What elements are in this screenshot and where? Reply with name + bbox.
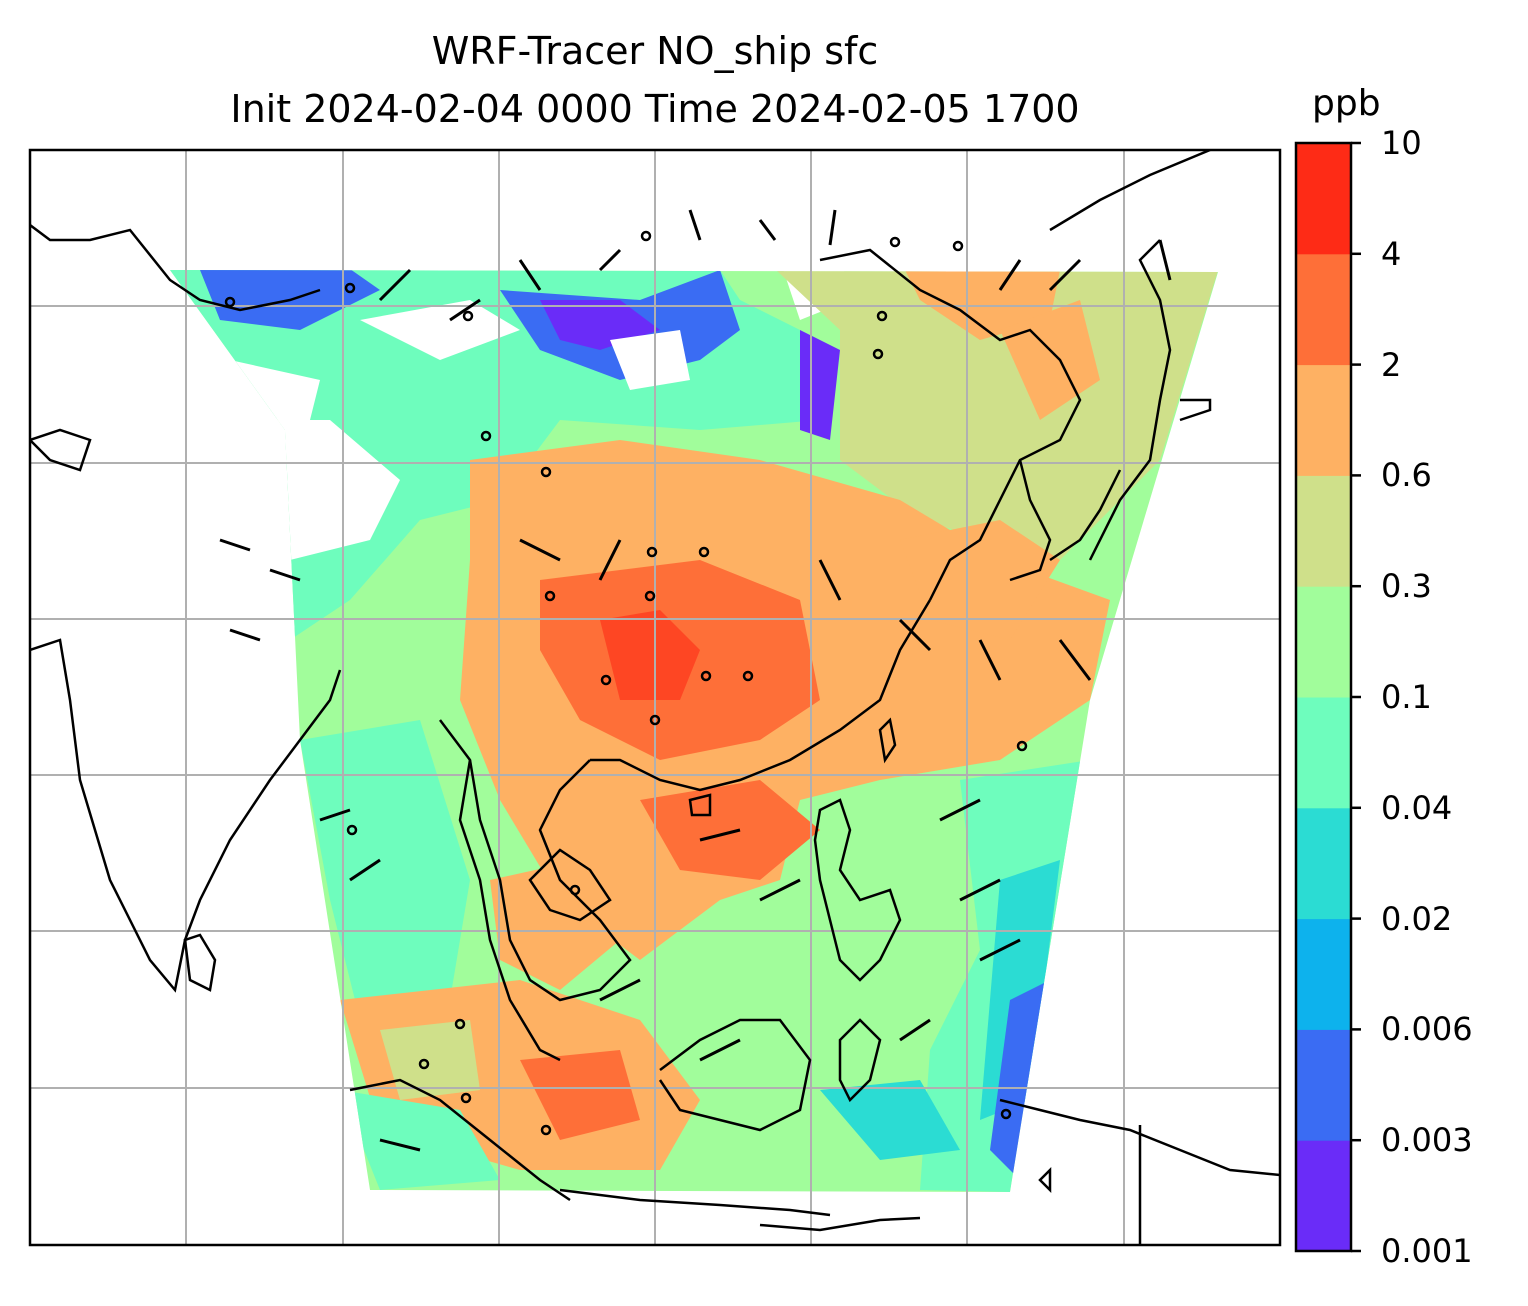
colorbar-tick-label: 4	[1381, 234, 1402, 273]
colorbar-segment	[1296, 364, 1351, 476]
map-title-line-1: WRF-Tracer NO_ship sfc	[431, 29, 879, 73]
colorbar-segment	[1296, 253, 1351, 366]
colorbar-tick-label: 0.04	[1381, 788, 1453, 827]
colorbar-tick-label: 0.6	[1381, 456, 1432, 495]
colorbar-segment	[1296, 1140, 1351, 1252]
map-title-line-2: Init 2024-02-04 0000 Time 2024-02-05 170…	[230, 87, 1080, 131]
colorbar-segment	[1296, 143, 1351, 255]
colorbar-segment	[1296, 586, 1351, 698]
wind-barbs	[219, 209, 1172, 1152]
colorbar-segment	[1296, 918, 1351, 1030]
colorbar-tick-label: 0.02	[1381, 899, 1453, 938]
colorbar-segment	[1296, 475, 1351, 587]
graticule	[30, 150, 1280, 1245]
colorbar-segment	[1296, 697, 1351, 809]
colorbar-tick-label: 0.003	[1381, 1121, 1473, 1160]
colorbar-tick-label: 10	[1381, 124, 1422, 162]
colorbar-segment	[1296, 807, 1351, 920]
colorbar-units: ppb	[1312, 83, 1381, 124]
colorbar-segment	[1296, 1029, 1351, 1141]
coastlines	[30, 150, 1280, 1245]
colorbar-tick-label: 0.1	[1381, 678, 1432, 716]
colorbar-tick-label: 0.001	[1381, 1232, 1473, 1270]
colorbar-tick-label: 0.006	[1381, 1010, 1473, 1049]
calm-markers	[224, 230, 1028, 1136]
colorbar-tick-label: 0.3	[1381, 567, 1432, 606]
colorbar-segments	[1296, 143, 1351, 1252]
colorbar-tick-label: 2	[1381, 345, 1402, 384]
colorbar-ticks	[1351, 141, 1361, 1253]
map-frame	[28, 148, 1282, 1247]
